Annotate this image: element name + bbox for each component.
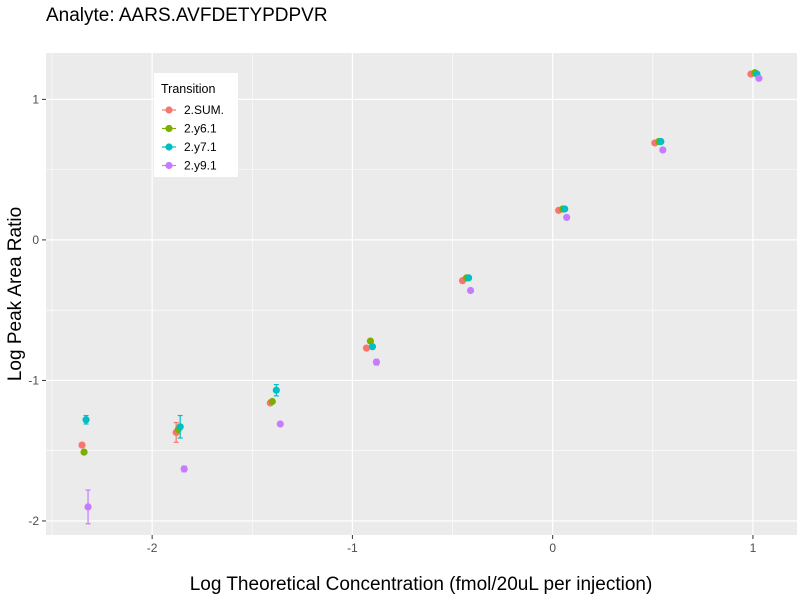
x-tick-label: -2 [147, 541, 158, 555]
legend-key-point [165, 161, 173, 170]
data-point [78, 441, 86, 449]
y-axis-title: Log Peak Area Ratio [5, 207, 26, 381]
legend-label: 2.y6.1 [184, 122, 217, 136]
data-point [368, 343, 377, 351]
legend-items: 2.SUM. 2.y6.1 2.y7.1 2.y9.1 [162, 103, 224, 173]
data-point [561, 205, 569, 213]
data-point [466, 286, 475, 295]
minor-gridlines [46, 53, 797, 535]
data-point [82, 416, 90, 424]
data-point [657, 137, 665, 146]
data-points [78, 69, 763, 525]
data-point [176, 423, 184, 431]
data-point [755, 74, 763, 82]
major-gridlines [46, 53, 797, 535]
data-point [659, 146, 667, 154]
y-tick-label: 0 [32, 233, 39, 247]
y-axis-ticks: -2 -1 0 1 [28, 92, 46, 528]
x-tick-label: 0 [549, 541, 556, 555]
series-2.y9.1 [84, 74, 763, 525]
data-point [362, 344, 371, 352]
legend-label: 2.SUM. [184, 103, 224, 117]
x-axis-ticks: -2 -1 0 1 [147, 535, 757, 555]
y-tick-label: -2 [28, 514, 39, 528]
data-point [268, 397, 276, 406]
legend-key-point [165, 124, 173, 133]
data-point [276, 420, 284, 428]
legend-item: 2.y9.1 [162, 159, 217, 173]
x-tick-label: 1 [750, 541, 757, 555]
legend-label: 2.y9.1 [184, 159, 217, 173]
legend-item: 2.y7.1 [162, 140, 217, 154]
chart-title: Analyte: AARS.AVFDETYPDPVR [46, 5, 328, 26]
legend-item: 2.y6.1 [162, 122, 217, 136]
data-point [80, 448, 88, 456]
legend-label: 2.y7.1 [184, 140, 217, 154]
legend-title: Transition [161, 82, 215, 96]
legend-key-point [165, 143, 173, 151]
data-point [180, 465, 188, 473]
data-point [272, 386, 280, 394]
legend-key-point [165, 106, 173, 114]
legend: Transition 2.SUM. 2.y6.1 2.y7.1 2.y9.1 [154, 73, 238, 177]
data-point [464, 274, 473, 282]
legend-background [154, 73, 238, 177]
data-point [366, 337, 375, 345]
x-tick-label: -1 [347, 541, 358, 555]
legend-item: 2.SUM. [162, 103, 224, 117]
y-tick-label: 1 [32, 92, 39, 106]
data-point [372, 358, 381, 366]
data-point [84, 503, 92, 511]
data-point [563, 213, 571, 222]
y-tick-label: -1 [28, 373, 39, 387]
x-axis-title: Log Theoretical Concentration (fmol/20uL… [190, 574, 653, 595]
